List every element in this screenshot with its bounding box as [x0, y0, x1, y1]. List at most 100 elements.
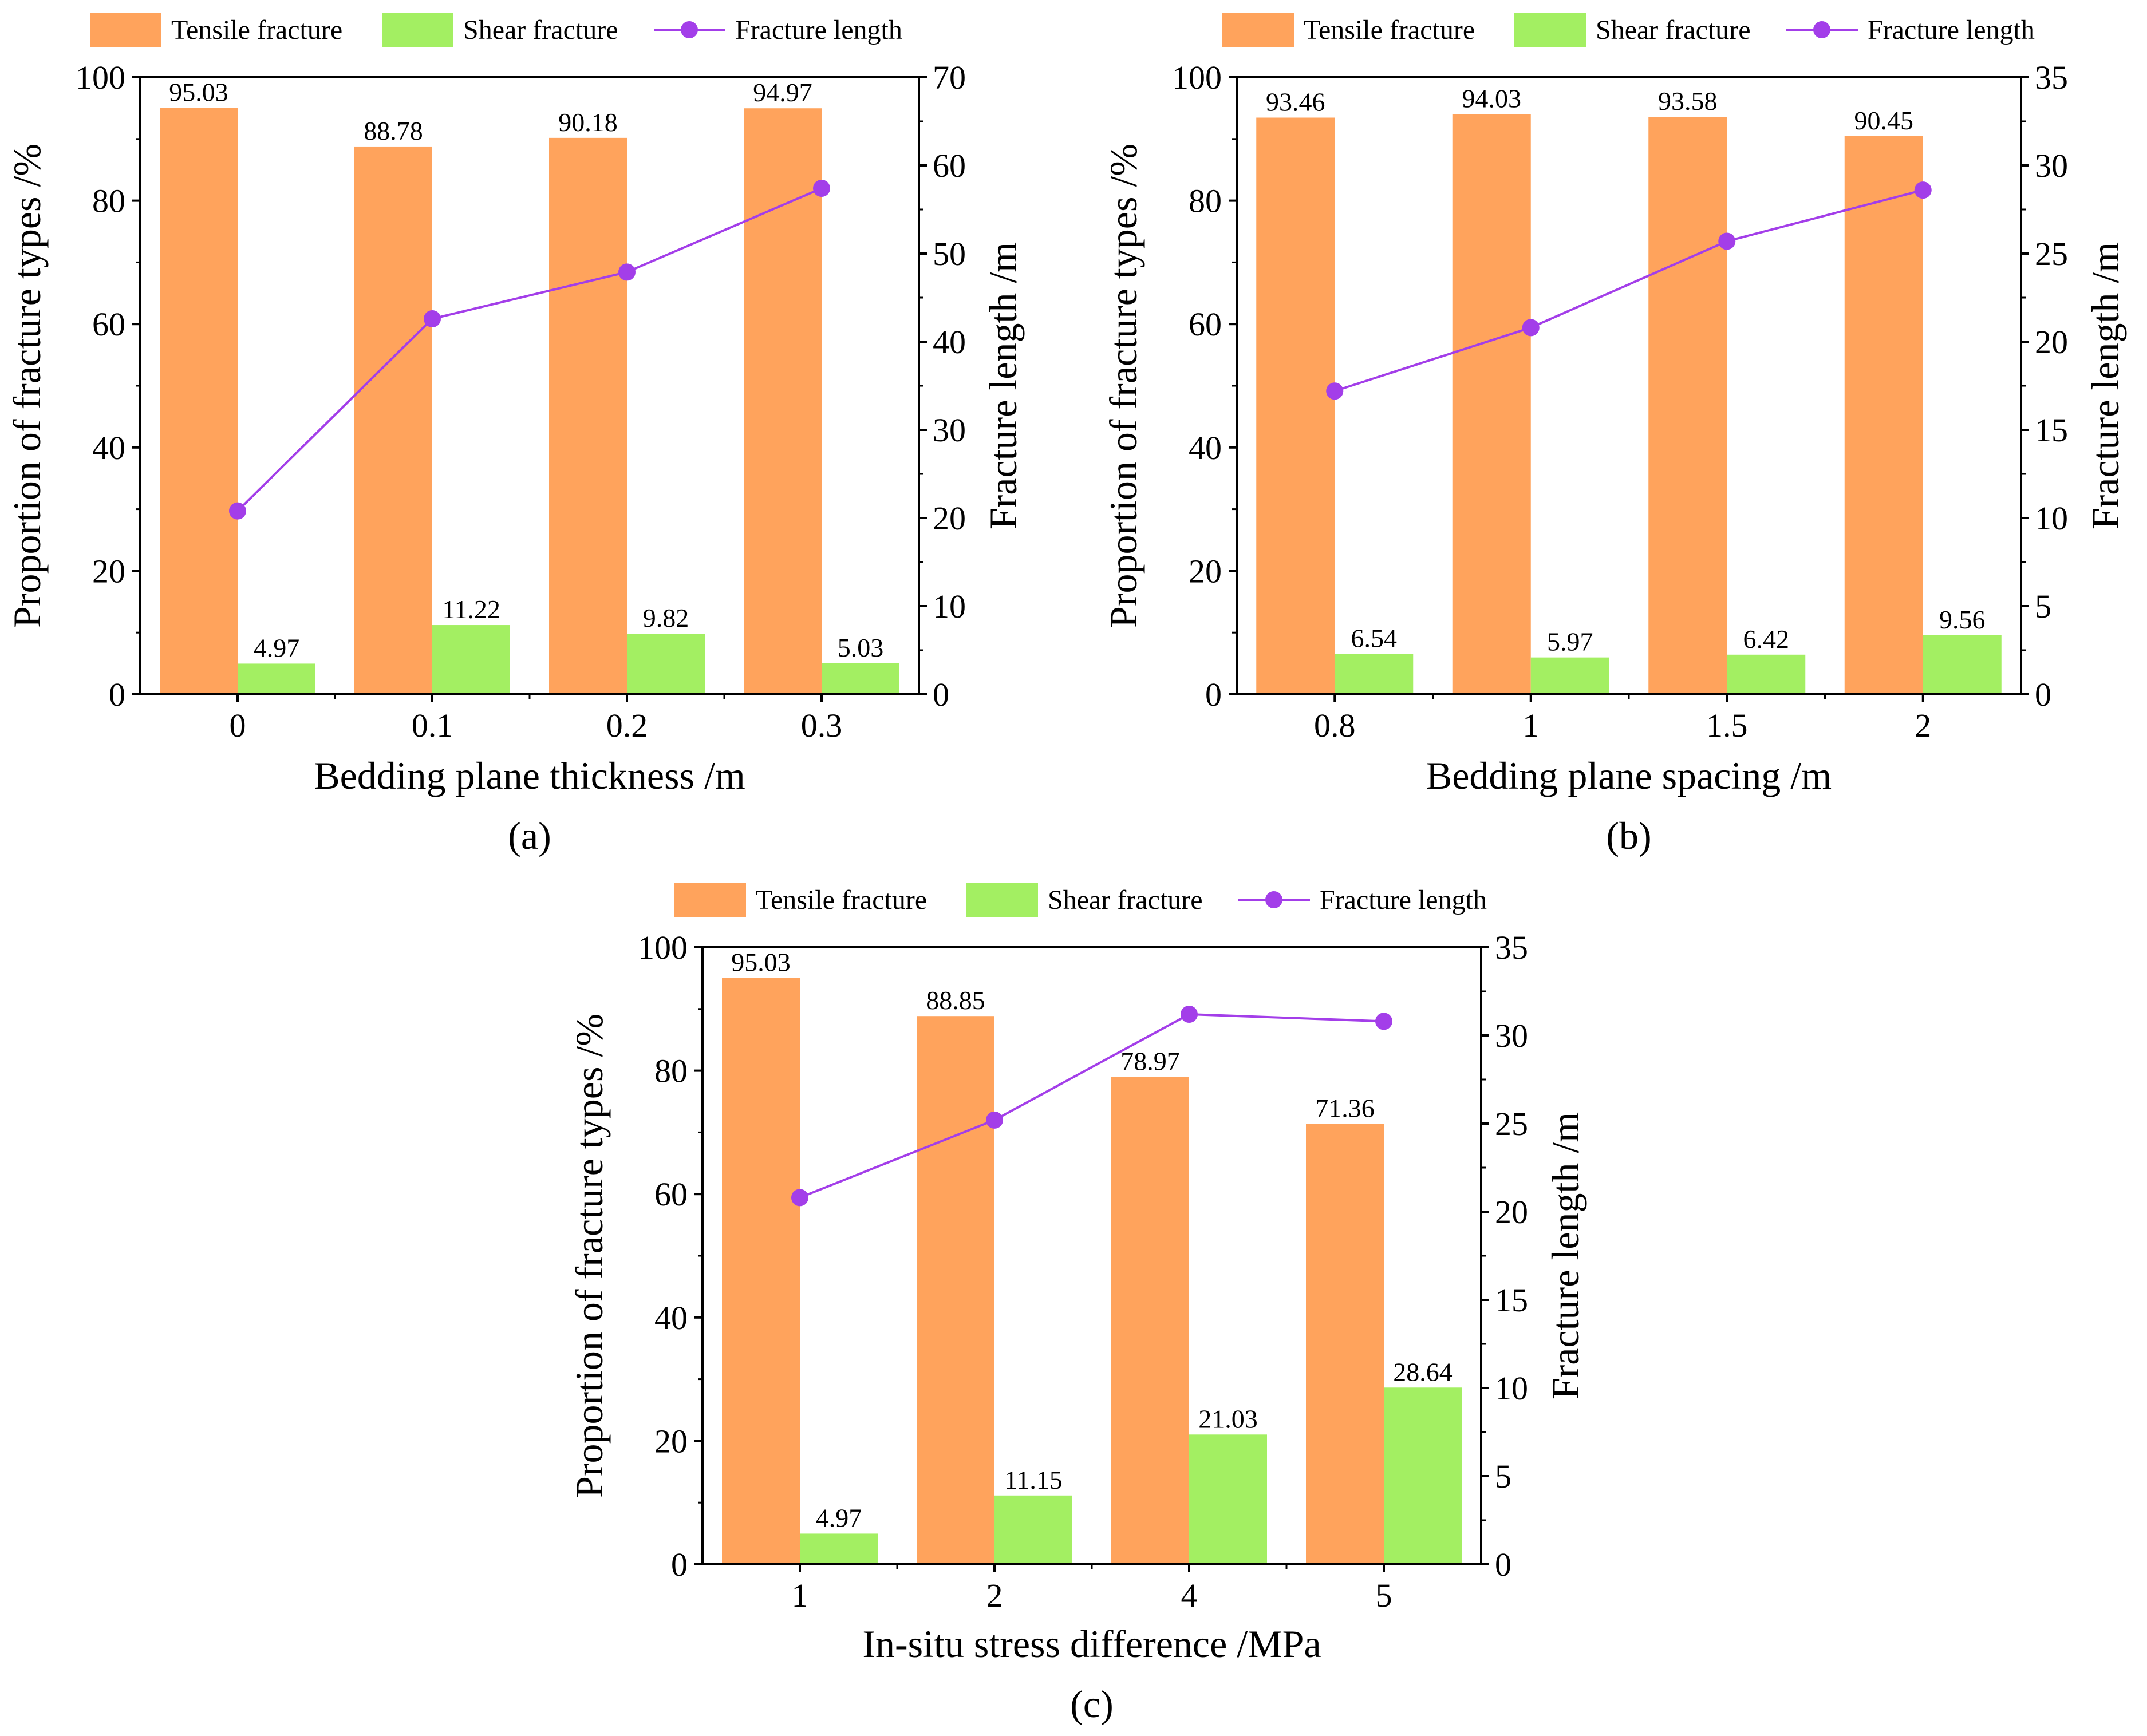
data-label-shear-3: 28.64: [1393, 1357, 1453, 1386]
y-tick-label-3: 60: [654, 1176, 688, 1213]
y2-tick-label-1: 5: [1495, 1458, 1511, 1495]
y2-tick-label-2: 10: [2035, 500, 2068, 537]
data-label-tensile-3: 90.45: [1854, 106, 1914, 135]
y2-tick-label-7: 35: [2035, 59, 2068, 96]
y-tick-label-4: 80: [92, 183, 125, 220]
chart-panel-c: Tensile fracture Shear fracture Fracture l…: [567, 883, 1587, 1726]
y-tick-label-5: 100: [76, 59, 125, 96]
point-fracture-length-3: [813, 180, 830, 197]
y2-axis-title: Fracture length /m: [981, 242, 1025, 529]
legend-swatch-tensile: [90, 13, 161, 47]
x-axis-title: Bedding plane thickness /m: [314, 754, 745, 797]
y2-axis-title: Fracture length /m: [2083, 242, 2127, 529]
point-fracture-length-3: [1914, 181, 1932, 199]
legend: Tensile fracture Shear fracture Fracture l…: [1222, 13, 2035, 47]
bar-shear-0: [238, 663, 315, 694]
x-tick-label-2: 1.5: [1706, 707, 1748, 744]
y-axis-title: Proportion of fracture types /%: [5, 144, 49, 628]
bar-tensile-3: [1306, 1124, 1384, 1564]
point-fracture-length-1: [986, 1111, 1003, 1129]
legend-label-tensile: Tensile fracture: [171, 15, 342, 45]
chart-panel-b: Tensile fracture Shear fracture Fracture l…: [1102, 13, 2127, 857]
data-label-shear-3: 5.03: [838, 633, 884, 662]
legend-swatch-shear: [966, 883, 1038, 917]
legend-label-length: Fracture length: [1868, 15, 2035, 45]
data-label-tensile-3: 94.97: [753, 78, 812, 107]
legend-marker-length: [1813, 21, 1830, 38]
y2-tick-label-5: 25: [1495, 1105, 1528, 1142]
y-tick-label-5: 100: [638, 929, 688, 966]
y-tick-label-0: 0: [1205, 676, 1222, 713]
x-tick-label-2: 0.2: [606, 707, 648, 744]
data-label-shear-2: 6.42: [1743, 624, 1790, 654]
bar-shear-3: [1384, 1387, 1462, 1564]
data-label-shear-0: 6.54: [1351, 623, 1398, 653]
y2-tick-label-3: 30: [933, 412, 966, 449]
bar-tensile-2: [1111, 1077, 1189, 1564]
panel-label: (b): [1606, 814, 1651, 857]
point-fracture-length-3: [1375, 1013, 1392, 1030]
data-label-shear-3: 9.56: [1939, 605, 1986, 634]
y2-tick-label-7: 35: [1495, 929, 1528, 966]
y2-tick-label-5: 25: [2035, 235, 2068, 272]
bar-tensile-2: [1648, 117, 1727, 695]
legend-label-tensile: Tensile fracture: [1304, 15, 1475, 45]
data-label-shear-1: 11.15: [1004, 1465, 1063, 1494]
bar-shear-3: [822, 663, 899, 694]
legend-label-length: Fracture length: [735, 15, 902, 45]
x-tick-label-2: 4: [1181, 1577, 1198, 1614]
y2-tick-label-2: 20: [933, 500, 966, 537]
y2-tick-label-1: 5: [2035, 588, 2051, 625]
y-tick-label-2: 40: [654, 1299, 688, 1336]
point-fracture-length-2: [1718, 232, 1736, 250]
bar-tensile-0: [722, 978, 800, 1564]
legend-swatch-shear: [382, 13, 453, 47]
y2-tick-label-4: 40: [933, 323, 966, 361]
series-line-fracture-length: [236, 187, 822, 512]
data-label-tensile-0: 95.03: [731, 948, 791, 977]
data-label-shear-0: 4.97: [816, 1503, 862, 1532]
x-tick-label-0: 0: [230, 707, 246, 744]
data-label-tensile-0: 95.03: [169, 78, 228, 107]
bar-tensile-1: [1452, 114, 1531, 695]
x-tick-label-0: 1: [792, 1577, 808, 1614]
y2-tick-label-7: 70: [933, 59, 966, 96]
chart-panel-a: Tensile fracture Shear fracture Fracture l…: [5, 13, 1025, 857]
y-tick-label-1: 20: [654, 1422, 688, 1460]
data-label-tensile-1: 88.78: [364, 116, 423, 145]
bar-tensile-1: [354, 146, 432, 694]
y2-tick-label-3: 15: [2035, 412, 2068, 449]
data-label-shear-0: 4.97: [254, 633, 300, 662]
legend-label-shear: Shear fracture: [1596, 15, 1751, 45]
data-label-shear-2: 9.82: [643, 603, 689, 632]
x-tick-label-3: 5: [1376, 1577, 1392, 1614]
point-fracture-length-0: [1326, 382, 1344, 400]
y-tick-label-3: 60: [1189, 306, 1222, 343]
legend-label-length: Fracture length: [1320, 885, 1487, 915]
point-fracture-length-1: [424, 310, 441, 327]
panel-label: (a): [508, 814, 551, 857]
y2-axis-title: Fracture length /m: [1544, 1112, 1587, 1399]
x-axis-title: Bedding plane spacing /m: [1426, 754, 1832, 797]
bar-tensile-3: [744, 108, 822, 695]
y2-tick-label-0: 0: [1495, 1546, 1511, 1583]
y2-tick-label-6: 60: [933, 147, 966, 184]
point-fracture-length-2: [1181, 1006, 1198, 1023]
legend-swatch-shear: [1514, 13, 1586, 47]
bar-shear-1: [1530, 657, 1609, 694]
y2-tick-label-6: 30: [2035, 147, 2068, 184]
series-line-fracture-length: [799, 1013, 1384, 1199]
point-fracture-length-0: [791, 1189, 808, 1207]
legend-swatch-tensile: [1222, 13, 1294, 47]
legend-label-shear: Shear fracture: [1048, 885, 1203, 915]
data-label-tensile-2: 90.18: [558, 108, 618, 137]
legend: Tensile fracture Shear fracture Fracture l…: [90, 13, 902, 47]
bar-tensile-0: [1256, 117, 1335, 694]
y-tick-label-0: 0: [671, 1546, 688, 1583]
bar-shear-1: [994, 1495, 1072, 1564]
y-tick-label-4: 80: [1189, 183, 1222, 220]
panel-label: (c): [1070, 1682, 1113, 1726]
data-label-tensile-2: 93.58: [1658, 86, 1718, 116]
bar-shear-0: [1335, 654, 1414, 694]
